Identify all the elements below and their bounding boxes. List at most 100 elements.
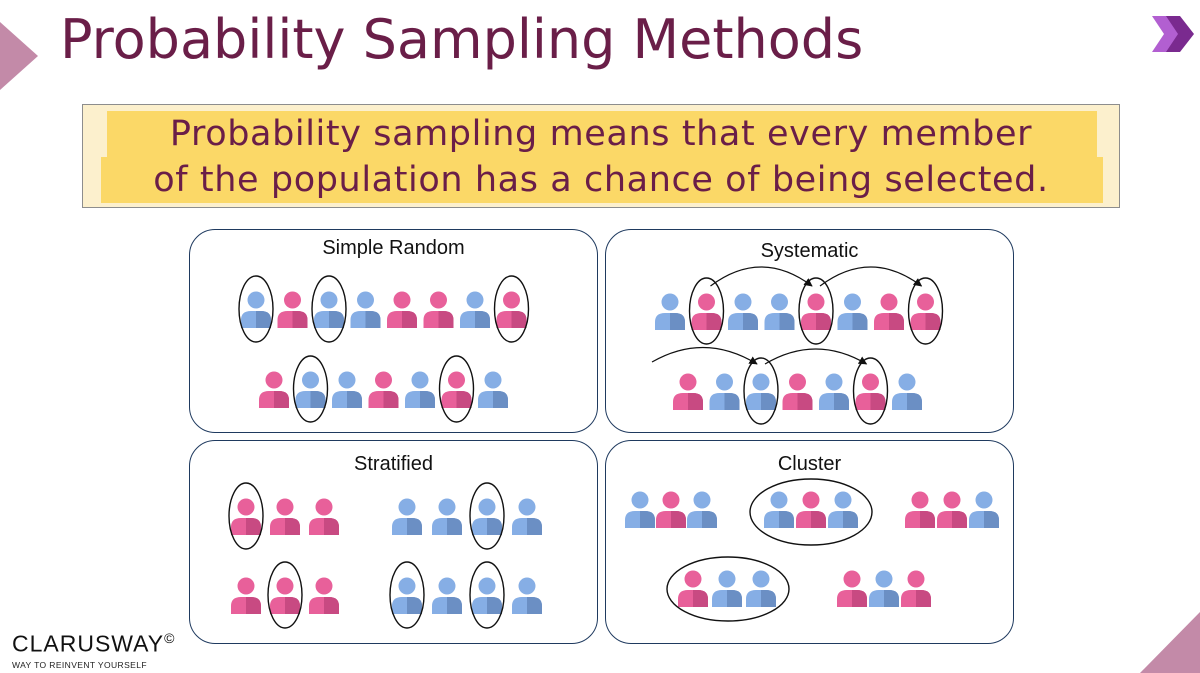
person-icon <box>937 491 967 528</box>
selection-ring <box>389 561 425 629</box>
person-icon <box>655 293 685 330</box>
selection-ring <box>292 355 329 423</box>
interval-arrow <box>651 346 758 365</box>
person-icon <box>387 291 417 328</box>
person-icon <box>969 491 999 528</box>
person-icon <box>350 291 381 328</box>
person-icon <box>673 373 703 410</box>
person-icon <box>441 371 472 408</box>
person-icon <box>801 293 831 330</box>
person-icon <box>782 373 813 410</box>
definition-text: Probability sampling means that every me… <box>83 111 1119 203</box>
person-icon <box>295 371 326 408</box>
interval-arrow <box>819 266 923 287</box>
panel-title-stratified: Stratified <box>354 453 433 475</box>
person-icon <box>270 577 300 614</box>
logo-name: CLARUSWAY <box>12 630 165 657</box>
selection-ring <box>238 275 274 343</box>
person-icon <box>625 491 655 528</box>
person-icon <box>432 577 462 614</box>
person-icon <box>678 570 708 607</box>
copyright-mark: © <box>164 630 176 646</box>
selection-ring <box>798 277 834 345</box>
person-icon <box>231 498 261 535</box>
chevron-arrow-icon <box>1152 16 1194 52</box>
selection-ring <box>469 482 505 550</box>
person-icon <box>392 498 422 535</box>
person-icon <box>746 570 776 607</box>
person-icon <box>837 293 868 330</box>
person-icon <box>855 373 886 410</box>
person-icon <box>478 371 508 408</box>
panel-title-systematic: Systematic <box>760 240 859 262</box>
person-icon <box>910 293 941 330</box>
panel-cluster: Cluster <box>605 440 1014 644</box>
selection-ring <box>267 561 303 629</box>
person-icon <box>905 491 935 528</box>
person-icon <box>259 371 289 408</box>
highlight-bar <box>107 111 1097 157</box>
person-icon <box>405 371 435 408</box>
person-icon <box>901 570 931 607</box>
selection-ring <box>688 277 725 345</box>
person-icon <box>472 577 502 614</box>
person-icon <box>687 491 717 528</box>
clarusway-logo: CLARUSWAY© WAY TO REINVENT YOURSELF <box>12 630 175 670</box>
person-icon <box>691 293 722 330</box>
person-icon <box>241 291 271 328</box>
person-icon <box>709 373 740 410</box>
definition-line-2: of the population has a chance of being … <box>153 160 1049 200</box>
selection-ring <box>749 478 873 546</box>
selection-ring <box>228 482 264 550</box>
person-icon <box>368 371 399 408</box>
person-icon <box>728 293 758 330</box>
person-icon <box>796 491 826 528</box>
person-icon <box>270 498 300 535</box>
person-icon <box>746 373 776 410</box>
highlight-bar <box>101 157 1103 203</box>
selection-ring <box>666 556 790 622</box>
panel-title-simple-random: Simple Random <box>322 237 465 259</box>
person-icon <box>432 498 462 535</box>
person-icon <box>874 293 904 330</box>
left-corner-triangle <box>0 22 38 90</box>
interval-arrow <box>764 348 868 365</box>
person-icon <box>314 291 344 328</box>
selection-ring <box>907 277 944 345</box>
selection-ring <box>311 275 347 343</box>
selection-ring <box>852 357 889 425</box>
selection-ring <box>743 357 779 425</box>
person-icon <box>277 291 308 328</box>
person-icon <box>764 491 794 528</box>
person-icon <box>819 373 849 410</box>
panel-title-cluster: Cluster <box>777 453 842 475</box>
person-icon <box>423 291 454 328</box>
person-icon <box>496 291 527 328</box>
logo-tagline: WAY TO REINVENT YOURSELF <box>12 659 147 670</box>
selection-ring <box>469 561 505 629</box>
person-icon <box>712 570 742 607</box>
person-icon <box>309 577 339 614</box>
person-icon <box>231 577 261 614</box>
definition-line-1: Probability sampling means that every me… <box>169 114 1033 154</box>
person-icon <box>332 371 362 408</box>
person-icon <box>828 491 858 528</box>
person-icon <box>892 373 922 410</box>
person-icon <box>764 293 795 330</box>
person-icon <box>309 498 339 535</box>
person-icon <box>512 577 542 614</box>
person-icon <box>472 498 502 535</box>
person-icon <box>460 291 490 328</box>
person-icon <box>837 570 867 607</box>
person-icon <box>656 491 686 528</box>
interval-arrow <box>710 266 813 287</box>
page-title: Probability Sampling Methods <box>60 8 864 71</box>
selection-ring <box>493 275 530 343</box>
person-icon <box>392 577 422 614</box>
person-icon <box>869 570 899 607</box>
definition-callout: Probability sampling means that every me… <box>82 104 1120 208</box>
selection-ring <box>438 355 475 423</box>
bottom-right-corner-triangle <box>1140 612 1200 673</box>
person-icon <box>512 498 542 535</box>
